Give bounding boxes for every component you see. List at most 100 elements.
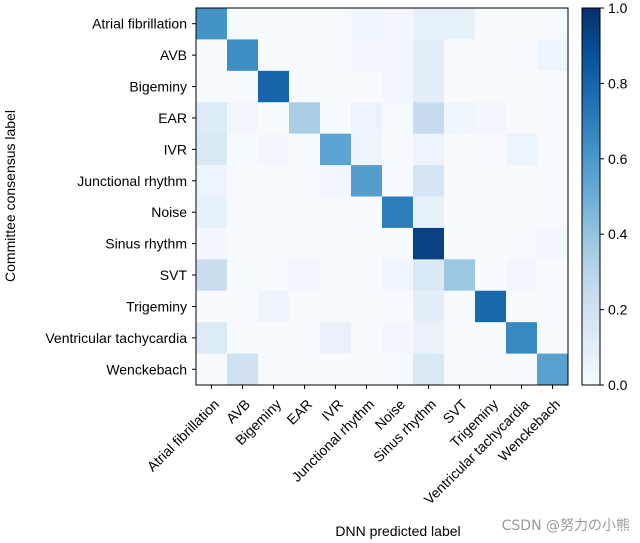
heatmap-cell bbox=[320, 322, 352, 355]
heatmap-cell bbox=[444, 102, 476, 135]
heatmap-cell bbox=[289, 102, 321, 135]
heatmap-cell bbox=[196, 165, 228, 197]
heatmap-cell bbox=[289, 165, 321, 197]
heatmap-cell bbox=[351, 196, 383, 229]
heatmap-cell bbox=[196, 227, 228, 260]
y-axis-label: Committee consensus label bbox=[2, 110, 18, 282]
heatmap-cell bbox=[196, 290, 228, 323]
heatmap-cell bbox=[382, 165, 414, 197]
heatmap-cell bbox=[320, 8, 352, 40]
heatmap-cell bbox=[196, 70, 228, 103]
heatmap-cell bbox=[537, 133, 569, 166]
heatmap-cell bbox=[444, 353, 476, 386]
heatmap-cell bbox=[196, 196, 228, 229]
heatmap-cell bbox=[413, 322, 445, 355]
heatmap-cell bbox=[196, 8, 228, 40]
heatmap-cell bbox=[258, 196, 290, 229]
x-axis-label: DNN predicted label bbox=[335, 523, 460, 539]
heatmap-cell bbox=[382, 133, 414, 166]
heatmap-cell bbox=[382, 353, 414, 386]
heatmap-cell bbox=[444, 322, 476, 355]
heatmap-cell bbox=[506, 259, 538, 292]
heatmap-cell bbox=[475, 39, 507, 72]
heatmap-cell bbox=[320, 102, 352, 135]
heatmap-cell bbox=[289, 259, 321, 292]
heatmap-cell bbox=[537, 290, 569, 323]
heatmap-cell bbox=[413, 133, 445, 166]
heatmap-cell bbox=[382, 322, 414, 355]
y-tick-label: SVT bbox=[160, 267, 188, 283]
heatmap-cell bbox=[475, 227, 507, 260]
heatmap-cell bbox=[289, 39, 321, 72]
heatmap-cell bbox=[506, 290, 538, 323]
heatmap-cell bbox=[506, 322, 538, 355]
heatmap-cell bbox=[258, 8, 290, 40]
plot-frame bbox=[195, 7, 569, 386]
heatmap-cell bbox=[413, 259, 445, 292]
heatmap-cell bbox=[444, 165, 476, 197]
heatmap-cell bbox=[506, 70, 538, 103]
heatmap-cell bbox=[351, 290, 383, 323]
heatmap-cell bbox=[506, 133, 538, 166]
heatmap-cell bbox=[320, 39, 352, 72]
heatmap-cell bbox=[258, 322, 290, 355]
heatmap-cell bbox=[227, 353, 259, 386]
y-tick-label: Atrial fibrillation bbox=[92, 16, 187, 32]
heatmap-cell bbox=[289, 290, 321, 323]
y-tick-label: Noise bbox=[151, 204, 187, 220]
heatmap-cell bbox=[475, 102, 507, 135]
heatmap-cell bbox=[196, 353, 228, 386]
heatmap-cell bbox=[506, 196, 538, 229]
heatmap-cell bbox=[289, 322, 321, 355]
heatmap-cell bbox=[351, 353, 383, 386]
heatmap-cell bbox=[506, 8, 538, 40]
heatmap-cell bbox=[351, 39, 383, 72]
heatmap-cell bbox=[320, 196, 352, 229]
heatmap-cell bbox=[227, 70, 259, 103]
heatmap-cell bbox=[444, 259, 476, 292]
heatmap-cell bbox=[413, 196, 445, 229]
heatmap-cell bbox=[413, 39, 445, 72]
heatmap-cell bbox=[289, 133, 321, 166]
heatmap-cell bbox=[537, 165, 569, 197]
heatmap-cell bbox=[413, 227, 445, 260]
heatmap-cell bbox=[413, 102, 445, 135]
heatmap-cell bbox=[475, 290, 507, 323]
heatmap-cell bbox=[382, 102, 414, 135]
colorbar-tick-label: 0.2 bbox=[608, 302, 628, 318]
heatmap-cell bbox=[413, 70, 445, 103]
heatmap-cell bbox=[444, 227, 476, 260]
heatmap-cell bbox=[320, 165, 352, 197]
heatmap-cell bbox=[537, 39, 569, 72]
heatmap-cell bbox=[258, 70, 290, 103]
heatmap-cell bbox=[196, 102, 228, 135]
heatmap-cell bbox=[227, 227, 259, 260]
heatmap-cell bbox=[475, 322, 507, 355]
heatmap-cell bbox=[382, 290, 414, 323]
heatmap-cell bbox=[320, 290, 352, 323]
colorbar bbox=[581, 7, 601, 386]
heatmap-cell bbox=[351, 259, 383, 292]
heatmap-cell bbox=[506, 102, 538, 135]
heatmap-cell bbox=[444, 70, 476, 103]
heatmap-cell bbox=[258, 259, 290, 292]
heatmap-cell bbox=[382, 39, 414, 72]
heatmap-cell bbox=[444, 196, 476, 229]
heatmap-cell bbox=[351, 133, 383, 166]
heatmap-cell bbox=[537, 353, 569, 386]
y-tick-label: Wenckebach bbox=[106, 361, 187, 377]
heatmap-cell bbox=[537, 196, 569, 229]
watermark-text: CSDN @努力の小熊 bbox=[501, 518, 630, 534]
y-tick-label: Bigeminy bbox=[129, 79, 187, 95]
heatmap-cell bbox=[227, 196, 259, 229]
heatmap-cell bbox=[258, 133, 290, 166]
heatmap-cell bbox=[506, 353, 538, 386]
heatmap-cell bbox=[351, 165, 383, 197]
heatmap-cell bbox=[444, 39, 476, 72]
colorbar-tick-label: 0.8 bbox=[608, 75, 628, 91]
y-tick-label: EAR bbox=[158, 110, 187, 126]
heatmap-cell bbox=[444, 133, 476, 166]
heatmap-cell bbox=[537, 227, 569, 260]
heatmap-cell bbox=[289, 8, 321, 40]
